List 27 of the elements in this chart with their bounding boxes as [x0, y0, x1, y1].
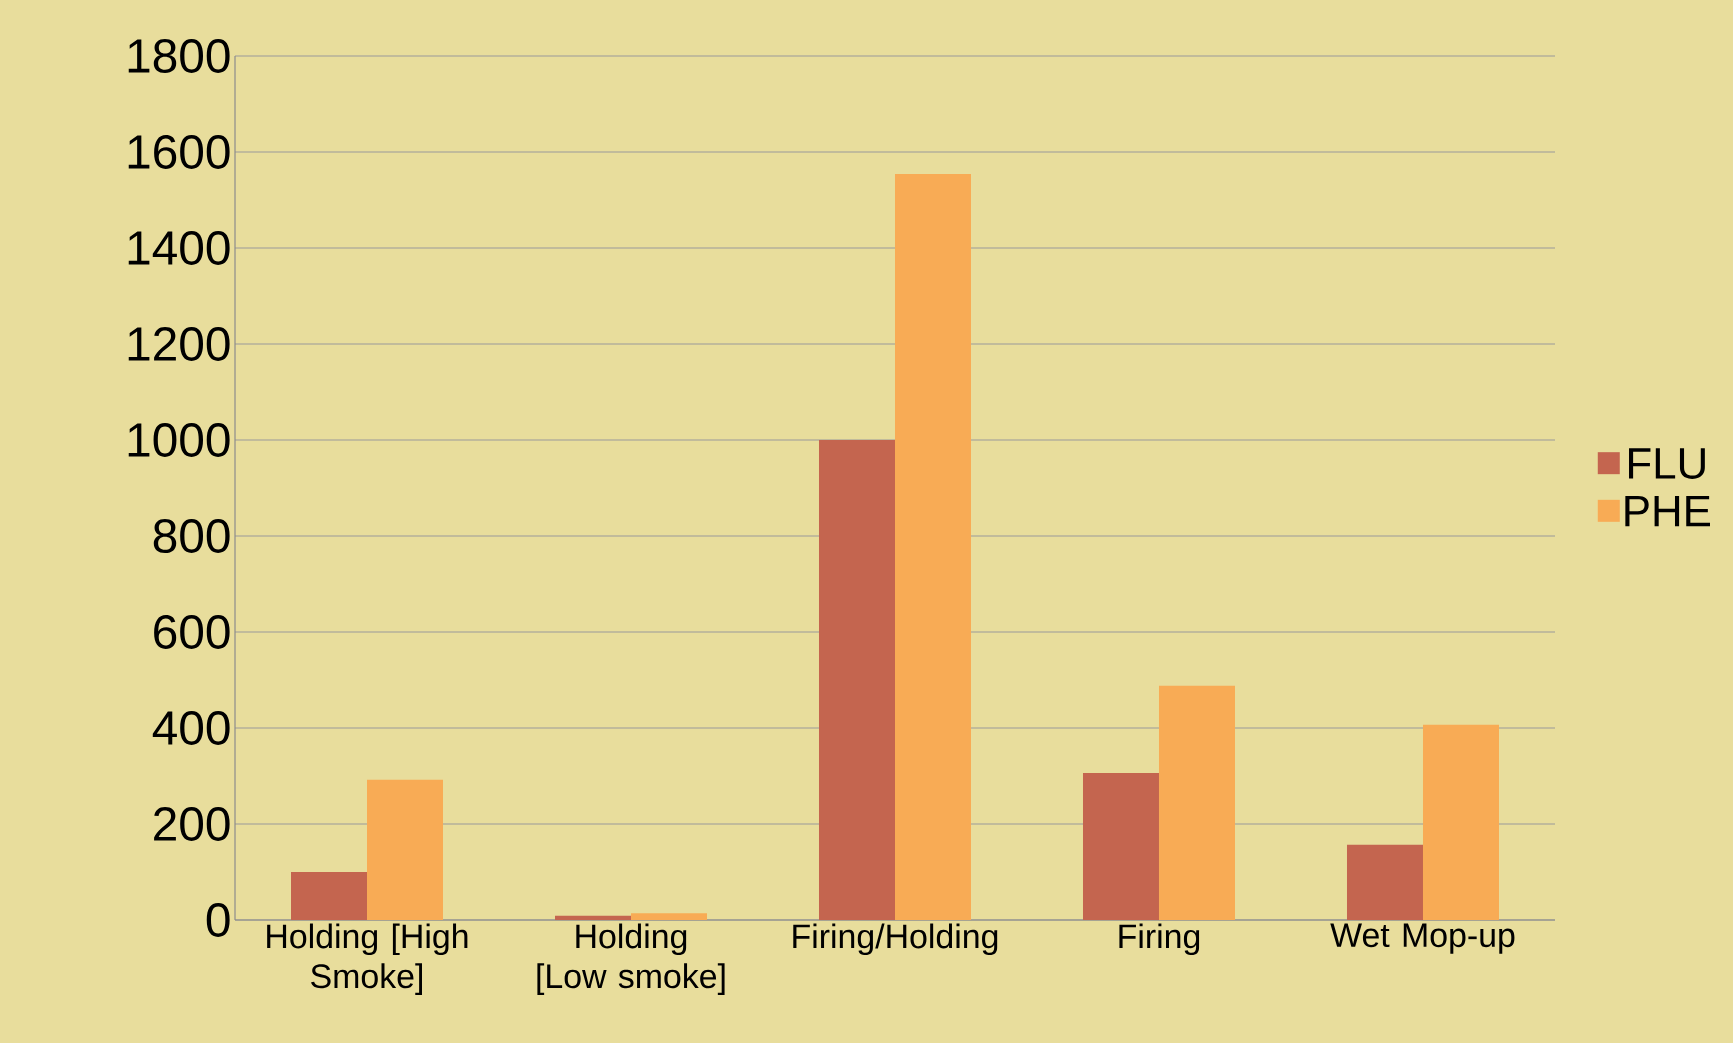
bar [1082, 773, 1159, 920]
bar [819, 439, 895, 920]
x-tick-label: Holding [Low smoke] [537, 923, 725, 995]
y-tick-label: 600 [154, 615, 230, 649]
bar [555, 915, 631, 920]
x-tick-label: Firing/Holding [793, 923, 998, 956]
y-tick-label: 1800 [128, 39, 230, 73]
bar [291, 872, 367, 920]
bar [895, 174, 971, 920]
y-tick-label: 1000 [128, 423, 230, 457]
y-tick-label: 1400 [128, 231, 230, 265]
bar [1158, 685, 1235, 920]
y-tick-label: 0 [206, 903, 230, 937]
legend-label: FLU [1629, 448, 1705, 479]
bar [1346, 844, 1423, 920]
y-tick-label: 200 [154, 807, 230, 841]
bar [631, 913, 707, 920]
x-tick-label: Wet Mop-up [1330, 923, 1515, 954]
y-tick-label: 400 [152, 711, 230, 745]
bar [367, 779, 443, 920]
y-tick-label: 800 [153, 519, 230, 553]
bar [1422, 724, 1499, 920]
x-tick-label: Holding [High Smoke] [267, 923, 468, 995]
x-tick-label: Firing [1119, 923, 1200, 956]
y-tick-label: 1200 [128, 327, 230, 361]
y-tick-label: 1600 [128, 135, 230, 169]
legend-label: PHE [1625, 495, 1710, 527]
